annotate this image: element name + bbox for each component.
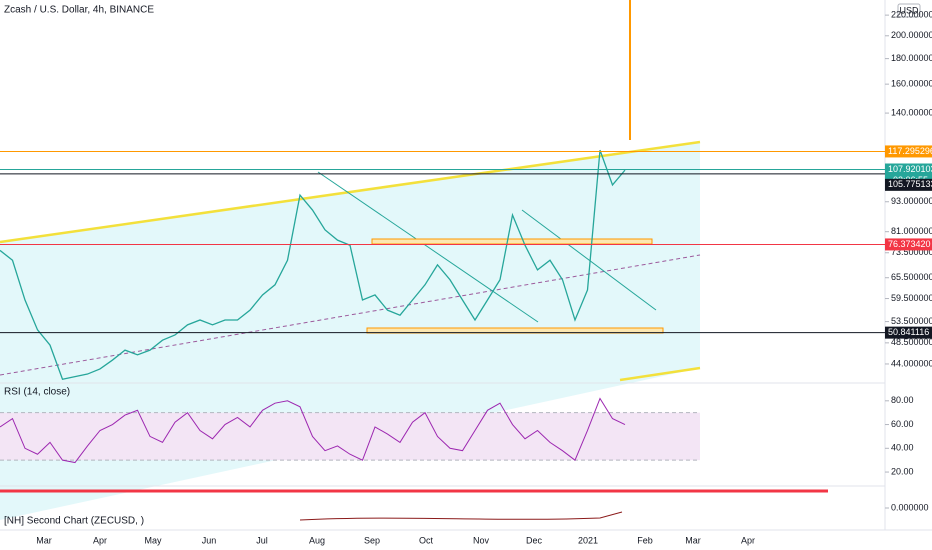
y-tick-label: 180.000000 bbox=[891, 53, 932, 63]
rsi-band bbox=[0, 412, 700, 461]
price-label: 50.841116 bbox=[888, 327, 929, 337]
x-tick-label: Dec bbox=[526, 535, 543, 545]
chart-title: Zcash / U.S. Dollar, 4h, BINANCE bbox=[4, 5, 154, 16]
second-chart-title: [NH] Second Chart (ZECUSD, ) bbox=[4, 516, 144, 527]
currency: USD bbox=[899, 5, 919, 15]
rsi-tick-label: 60.00 bbox=[891, 419, 914, 429]
price-label-bg bbox=[885, 326, 932, 339]
y-tick-label: 220.000000 bbox=[891, 9, 932, 19]
y-tick-label: 44.000000 bbox=[891, 358, 932, 368]
x-tick-label: May bbox=[144, 535, 162, 545]
rsi-tick-label: 80.00 bbox=[891, 395, 914, 405]
zone bbox=[371, 238, 653, 245]
price-label-bg bbox=[885, 238, 932, 251]
x-tick-label: Feb bbox=[637, 535, 653, 545]
price-label: 117.295296 bbox=[888, 146, 932, 156]
x-tick-label: Sep bbox=[364, 535, 380, 545]
y-tick-label: 48.500000 bbox=[891, 337, 932, 347]
x-tick-label: Nov bbox=[473, 535, 490, 545]
price-label: 76.373420 bbox=[888, 239, 931, 249]
price-label-bg bbox=[885, 178, 932, 191]
mid-line bbox=[0, 254, 701, 376]
x-tick-label: Aug bbox=[309, 535, 325, 545]
y-tick-label: 160.000000 bbox=[891, 79, 932, 89]
x-tick-label: Apr bbox=[93, 535, 107, 545]
price-label: 105.775133 bbox=[888, 179, 932, 189]
price-label-bg bbox=[885, 163, 932, 176]
y-tick-label: 140.000000 bbox=[891, 107, 932, 117]
y-tick-label: 93.000000 bbox=[891, 196, 932, 206]
price-label-bg bbox=[885, 145, 932, 158]
y-tick-label: 59.500000 bbox=[891, 293, 932, 303]
trend-line bbox=[521, 209, 657, 311]
y-tick-label: 65.500000 bbox=[891, 272, 932, 282]
y-tick-label: 73.500000 bbox=[891, 247, 932, 257]
x-tick-label: Apr bbox=[741, 535, 755, 545]
trend-line bbox=[0, 140, 701, 244]
second-tick-label: 0.000000 bbox=[891, 502, 929, 512]
trend-line bbox=[317, 171, 539, 323]
second-chart-line bbox=[299, 511, 623, 521]
y-tick-label: 53.500000 bbox=[891, 316, 932, 326]
trend-line bbox=[619, 366, 701, 382]
x-tick-label: Mar bbox=[36, 535, 52, 545]
currency-box[interactable] bbox=[897, 3, 921, 18]
rsi-tick-label: 40.00 bbox=[891, 443, 914, 453]
price-line bbox=[0, 149, 626, 381]
price-label: 107.920103 bbox=[888, 164, 932, 174]
x-tick-label: Mar bbox=[685, 535, 701, 545]
x-tick-label: Jun bbox=[202, 535, 217, 545]
rsi-line bbox=[0, 397, 626, 464]
x-tick-label: 2021 bbox=[578, 535, 598, 545]
rsi-tick-label: 20.00 bbox=[891, 466, 914, 476]
rsi-title: RSI (14, close) bbox=[4, 387, 70, 398]
x-tick-label: Oct bbox=[419, 535, 434, 545]
y-tick-label: 81.000000 bbox=[891, 226, 932, 236]
y-tick-label: 200.000000 bbox=[891, 30, 932, 40]
x-tick-label: Jul bbox=[256, 535, 268, 545]
